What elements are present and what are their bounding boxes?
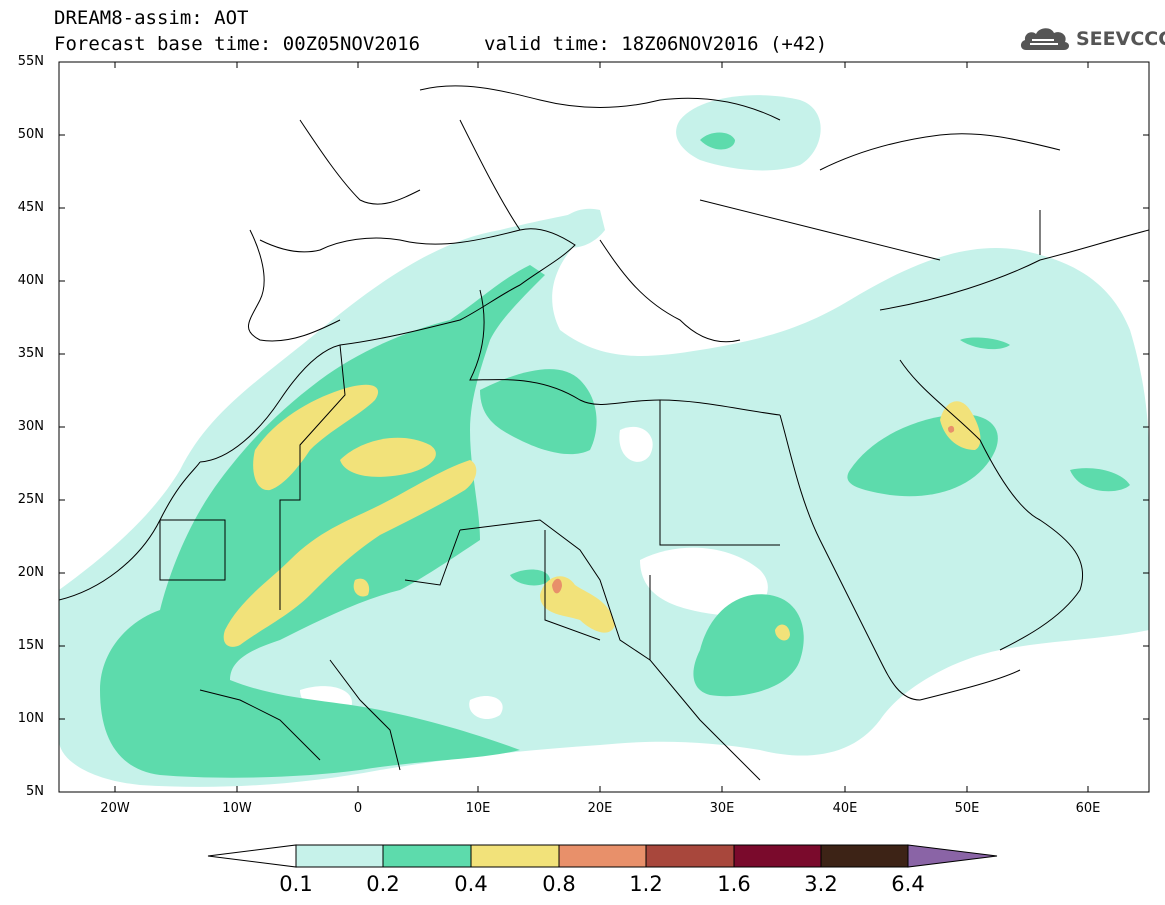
lat-label: 45N <box>17 200 44 215</box>
lon-label: 20E <box>587 801 613 816</box>
lat-label: 30N <box>17 419 44 434</box>
lon-label: 40E <box>832 801 858 816</box>
colorbar-label: 1.2 <box>629 872 663 896</box>
forecast-base-time: Forecast base time: 00Z05NOV2016 <box>54 33 421 55</box>
colorbar <box>207 844 998 868</box>
lon-label: 60E <box>1075 801 1101 816</box>
lon-label: 10W <box>222 801 252 816</box>
longitude-ticks <box>114 62 1089 792</box>
logo-text: SEEVCCC <box>1076 28 1165 50</box>
colorbar-label: 6.4 <box>891 872 925 896</box>
lat-label: 25N <box>17 492 44 507</box>
lat-label: 5N <box>26 784 44 799</box>
colorbar-left-arrow <box>207 844 297 868</box>
lat-label: 40N <box>17 273 44 288</box>
lat-label: 10N <box>17 711 44 726</box>
model-title: DREAM8-assim: AOT <box>54 7 249 29</box>
colorbar-label: 3.2 <box>804 872 838 896</box>
colorbar-swatch <box>733 844 822 868</box>
lat-label: 50N <box>17 127 44 142</box>
colorbar-label: 0.2 <box>366 872 400 896</box>
lat-label: 55N <box>17 54 44 69</box>
lat-label: 35N <box>17 346 44 361</box>
lon-label: 20W <box>100 801 130 816</box>
latitude-ticks <box>59 61 1149 793</box>
lon-label: 50E <box>954 801 980 816</box>
seevccc-logo: SEEVCCC <box>1018 22 1165 56</box>
colorbar-right-arrow <box>907 844 998 868</box>
colorbar-label: 0.1 <box>279 872 313 896</box>
colorbar-label: 0.8 <box>542 872 576 896</box>
colorbar-swatch <box>470 844 560 868</box>
cloud-icon <box>1020 28 1070 50</box>
lat-label: 20N <box>17 565 44 580</box>
colorbar-swatch <box>820 844 909 868</box>
colorbar-swatch <box>382 844 472 868</box>
colorbar-swatch <box>558 844 647 868</box>
colorbar-swatch <box>645 844 735 868</box>
colorbar-label: 0.4 <box>454 872 488 896</box>
lat-label: 15N <box>17 638 44 653</box>
lon-label: 10E <box>465 801 491 816</box>
valid-time: valid time: 18Z06NOV2016 (+42) <box>484 33 828 55</box>
colorbar-swatch <box>295 844 384 868</box>
coastlines <box>59 85 1149 781</box>
colorbar-label: 1.6 <box>717 872 751 896</box>
aot-field <box>59 95 1149 787</box>
lon-label: 0 <box>353 801 363 816</box>
lon-label: 30E <box>709 801 735 816</box>
